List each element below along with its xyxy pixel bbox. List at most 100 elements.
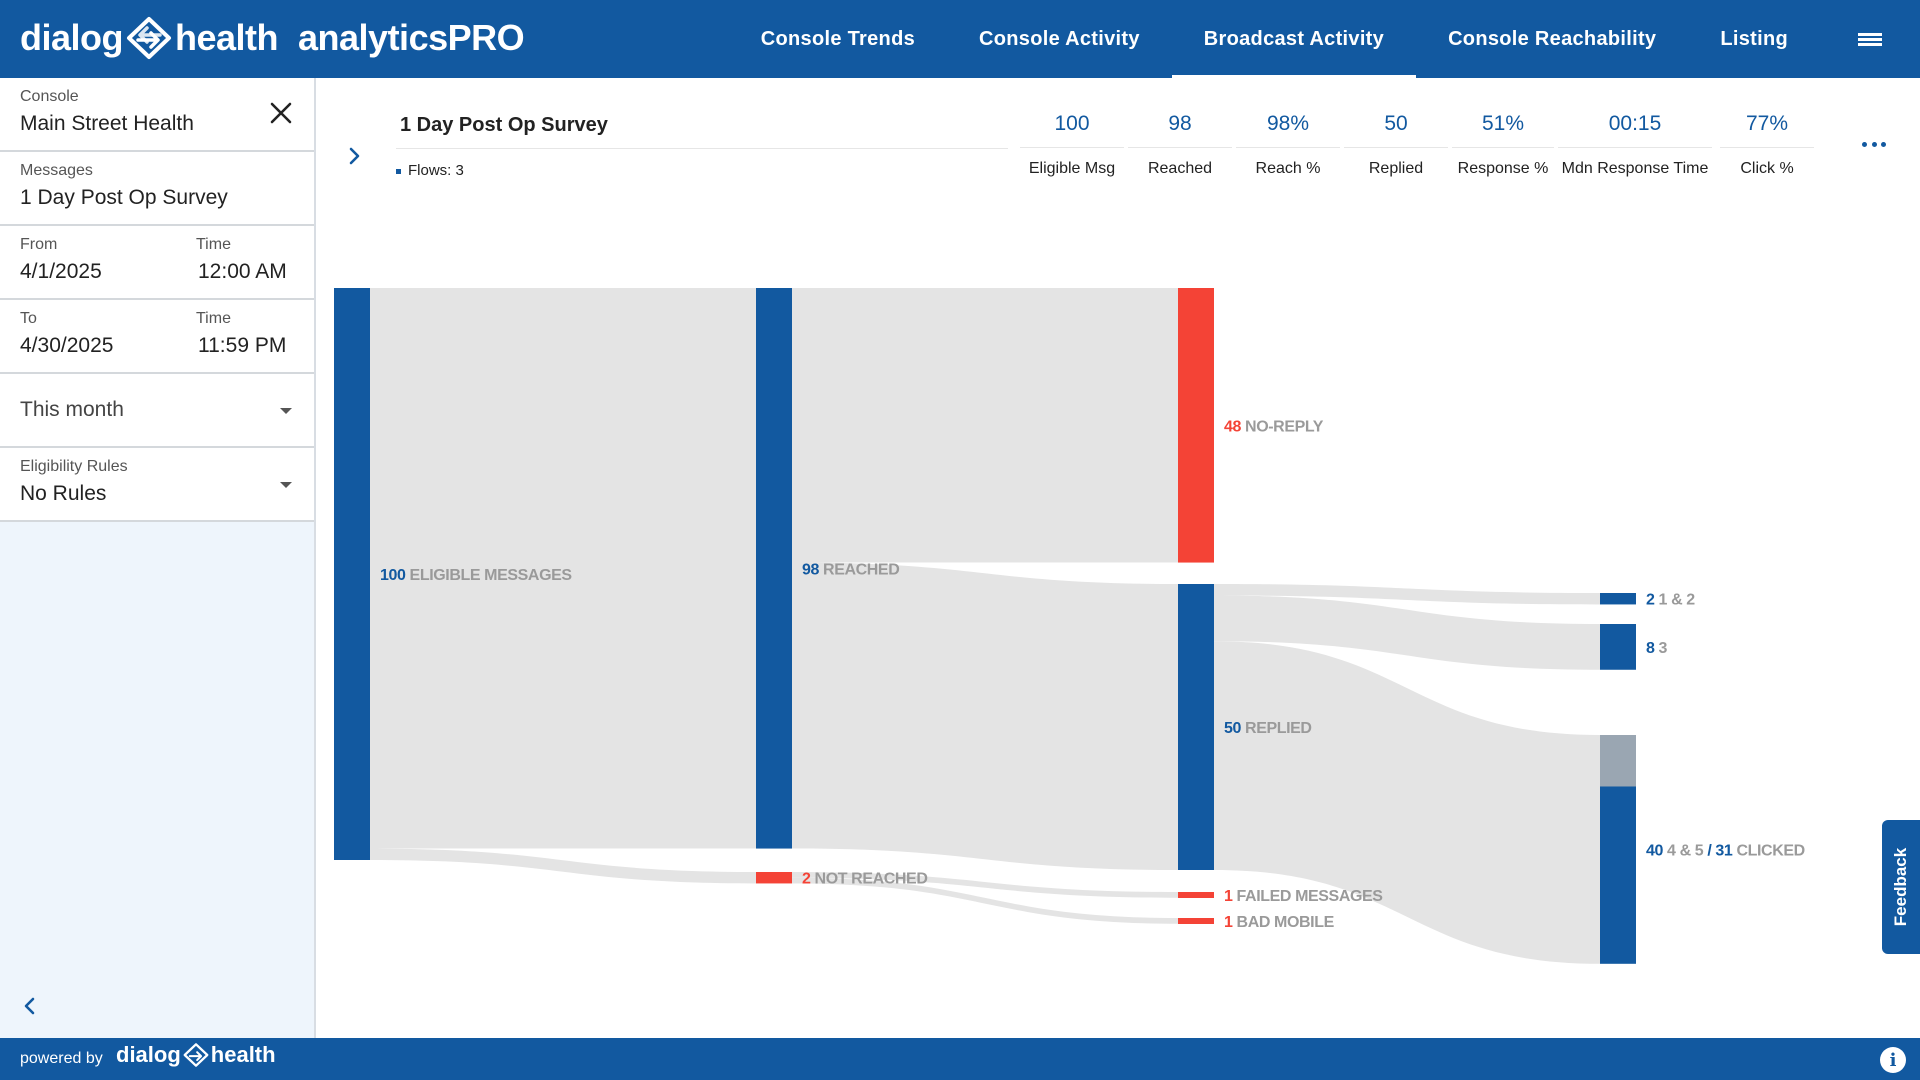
to-time-input[interactable]: 11:59 PM [198, 334, 287, 357]
info-icon[interactable]: i [1880, 1047, 1906, 1073]
footer-brand: dialog health [116, 1042, 276, 1068]
more-options-icon[interactable] [1862, 142, 1886, 148]
sankey-node-r12[interactable] [1600, 593, 1636, 605]
feedback-label: Feedback [1891, 847, 1910, 927]
metric-label: Mdn Response Time [1561, 160, 1709, 177]
chevron-down-icon [280, 482, 292, 488]
metric-label: Eligible Msg [1028, 160, 1116, 177]
sankey-node-replied[interactable] [1178, 584, 1214, 870]
sankey-link-not_reached-failed [792, 872, 1178, 898]
powered-by-text: powered by [20, 1050, 103, 1067]
metric-reached: 98 Reached [1128, 112, 1232, 178]
hamburger-icon[interactable] [1820, 0, 1920, 78]
brand-health-text: health [175, 17, 279, 58]
nav-console-reachability[interactable]: Console Reachability [1448, 27, 1657, 50]
metric-value: 100 [1020, 112, 1124, 148]
brand-logo[interactable]: dialog health analyticsPRO [20, 14, 525, 62]
metric-value: 98% [1236, 112, 1340, 148]
to-range: To 4/30/2025 Time 11:59 PM [0, 300, 314, 374]
to-time-label: Time [196, 310, 231, 327]
sankey-label-bad_mobile: 1 BAD MOBILE [1224, 914, 1335, 931]
to-date-input[interactable]: 4/30/2025 [20, 334, 114, 357]
nav-console-activity[interactable]: Console Activity [979, 27, 1140, 50]
sankey-link-not_reached-bad_mobile [792, 877, 1178, 924]
top-header: dialog health analyticsPRO Console Trend… [0, 0, 1920, 78]
sankey-node-bad_mobile[interactable] [1178, 918, 1214, 924]
flows-count: Flows: 3 [396, 162, 464, 179]
sankey-node-failed[interactable] [1178, 892, 1214, 898]
console-value: Main Street Health [20, 112, 194, 135]
sankey-node-r45-clicked[interactable] [1600, 786, 1636, 964]
collapse-sidebar-icon[interactable] [22, 994, 38, 1018]
sankey-node-reached[interactable] [756, 288, 792, 849]
sankey-label-failed: 1 FAILED MESSAGES [1224, 888, 1383, 905]
eligibility-value: No Rules [20, 482, 107, 505]
metric-value: 98 [1128, 112, 1232, 148]
dialog-health-logo-icon [127, 17, 171, 59]
sankey-link-reached-replied [792, 562, 1178, 870]
nav-broadcast-activity[interactable]: Broadcast Activity [1171, 0, 1417, 78]
expand-details-icon[interactable] [346, 144, 362, 168]
console-select[interactable]: Console Main Street Health [0, 78, 314, 152]
main-nav: Console Trends Console Activity Broadcas… [729, 0, 1920, 78]
sankey-label-r12: 2 1 & 2 [1646, 592, 1695, 609]
metric-eligible: 100 Eligible Msg [1020, 112, 1124, 178]
metric-value: 00:15 [1558, 112, 1712, 148]
sankey-chart: 100 ELIGIBLE MESSAGES 98 REACHED 2 NOT REA… [334, 288, 1805, 964]
metric-reach-percent: 98% Reach % [1236, 112, 1340, 178]
sankey-link-eligible-reached [370, 288, 756, 849]
metric-response-percent: 51% Response % [1452, 112, 1554, 178]
footer-brand-health: health [210, 1042, 276, 1067]
sankey-label-not_reached: 2 NOT REACHED [802, 871, 927, 888]
metric-label: Reached [1147, 160, 1213, 177]
divider [396, 148, 1008, 149]
dialog-health-logo-icon [183, 1043, 209, 1067]
sankey-label-eligible: 100 ELIGIBLE MESSAGES [380, 567, 572, 584]
sankey-node-r45-unclicked[interactable] [1600, 735, 1636, 787]
from-time-input[interactable]: 12:00 AM [198, 260, 287, 283]
sankey-label-reached: 98 REACHED [802, 561, 899, 578]
sankey-label-r3: 8 3 [1646, 640, 1668, 657]
product-name: analyticsPRO [298, 17, 525, 58]
messages-select[interactable]: Messages 1 Day Post Op Survey [0, 152, 314, 264]
from-range: From 4/1/2025 Time 12:00 AM [0, 226, 314, 300]
close-icon[interactable] [268, 100, 294, 126]
metric-label: Reach % [1255, 160, 1321, 177]
sankey-node-no_reply[interactable] [1178, 288, 1214, 563]
metric-value: 77% [1720, 112, 1814, 148]
metric-replied: 50 Replied [1344, 112, 1448, 178]
footer: powered by dialog health i [0, 1038, 1920, 1080]
sankey-node-not_reached[interactable] [756, 872, 792, 884]
metric-label: Click % [1740, 160, 1794, 177]
eligibility-rules-select[interactable]: Eligibility Rules No Rules [0, 448, 314, 522]
messages-label: Messages [20, 162, 93, 179]
messages-value: 1 Day Post Op Survey [20, 186, 228, 209]
sankey-label-r45: 40 4 & 5 / 31 CLICKED [1646, 842, 1805, 859]
footer-brand-dialog: dialog [116, 1042, 181, 1067]
date-range-select[interactable]: This month [0, 374, 314, 448]
metric-value: 50 [1344, 112, 1448, 148]
nav-listing[interactable]: Listing [1720, 27, 1788, 50]
chevron-down-icon [280, 408, 292, 414]
from-time-label: Time [196, 236, 231, 253]
eligibility-label: Eligibility Rules [20, 458, 128, 475]
sankey-link-eligible-not_reached [370, 848, 756, 884]
sankey-label-replied: 50 REPLIED [1224, 720, 1312, 737]
survey-title: 1 Day Post Op Survey [400, 114, 608, 136]
sankey-link-reached-no_reply [792, 288, 1178, 563]
brand-dialog-text: dialog [20, 17, 124, 58]
feedback-tab[interactable]: Feedback [1882, 820, 1920, 954]
sankey-label-no_reply: 48 NO-REPLY [1224, 418, 1324, 435]
sankey-node-eligible[interactable] [334, 288, 370, 860]
sankey-link-replied-r45 [1214, 641, 1600, 964]
nav-console-trends[interactable]: Console Trends [760, 27, 916, 50]
metric-click-percent: 77% Click % [1720, 112, 1814, 178]
metric-label: Response % [1457, 160, 1549, 177]
sankey-node-r3[interactable] [1600, 624, 1636, 670]
metric-value: 51% [1452, 112, 1554, 148]
metric-median-response-time: 00:15 Mdn Response Time [1558, 112, 1712, 178]
to-label: To [20, 310, 37, 327]
metric-label: Replied [1368, 160, 1424, 177]
date-range-value: This month [20, 398, 124, 421]
from-date-input[interactable]: 4/1/2025 [20, 260, 102, 283]
